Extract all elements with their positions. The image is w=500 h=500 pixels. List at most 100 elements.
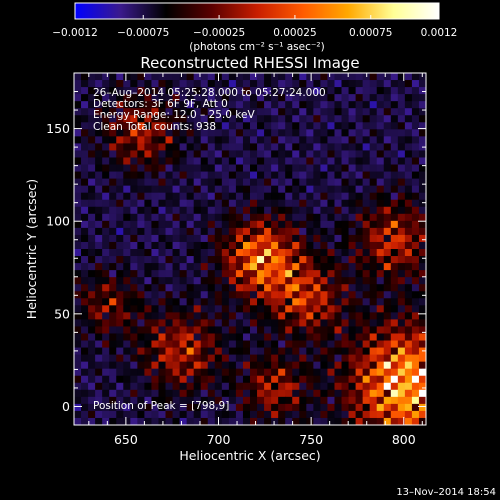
heatmap-cell	[341, 305, 349, 313]
heatmap-cell	[250, 361, 258, 370]
heatmap-cell	[306, 122, 314, 130]
heatmap-cell	[341, 122, 349, 130]
heatmap-cell	[411, 171, 420, 179]
heatmap-cell	[257, 136, 265, 144]
heatmap-cell	[207, 199, 216, 208]
heatmap-cell	[404, 213, 413, 222]
heatmap-cell	[137, 403, 145, 412]
heatmap-cell	[137, 291, 145, 299]
heatmap-cell	[320, 417, 328, 425]
heatmap-cell	[271, 234, 279, 243]
heatmap-cell	[116, 263, 124, 271]
heatmap-cell	[264, 410, 272, 419]
heatmap-cell	[327, 263, 335, 271]
heatmap-cell	[172, 389, 180, 398]
heatmap-cell	[278, 298, 286, 306]
colorbar-tick-label: 0.0012	[421, 27, 458, 39]
heatmap-cell	[278, 249, 286, 257]
heatmap-cell	[250, 326, 258, 334]
heatmap-cell	[285, 298, 293, 306]
heatmap-cell	[151, 333, 159, 341]
heatmap-cell	[88, 136, 96, 144]
heatmap-cell	[320, 347, 328, 355]
heatmap-cell	[369, 319, 378, 327]
heatmap-cell	[95, 178, 103, 187]
heatmap-cell	[186, 80, 195, 88]
heatmap-cell	[221, 80, 230, 88]
heatmap-cell	[390, 256, 399, 264]
heatmap-cell	[207, 87, 216, 95]
heatmap-cell	[355, 249, 364, 257]
heatmap-cell	[214, 319, 223, 327]
heatmap-cell	[376, 115, 385, 123]
heatmap-cell	[221, 108, 230, 116]
heatmap-cell	[158, 87, 166, 95]
heatmap-cell	[172, 143, 180, 151]
heatmap-cell	[376, 192, 385, 201]
heatmap-cell	[341, 277, 349, 285]
heatmap-cell	[383, 340, 392, 348]
heatmap-cell	[186, 263, 195, 271]
heatmap-cell	[278, 220, 286, 229]
heatmap-cell	[383, 171, 392, 179]
heatmap-cell	[362, 326, 371, 334]
heatmap-cell	[299, 382, 307, 391]
heatmap-cell	[95, 375, 103, 384]
heatmap-cell	[355, 157, 364, 165]
heatmap-cell	[390, 333, 399, 341]
heatmap-cell	[109, 256, 117, 264]
heatmap-cell	[200, 291, 209, 299]
heatmap-cell	[88, 94, 96, 102]
heatmap-cell	[207, 94, 216, 102]
heatmap-cell	[257, 115, 265, 123]
heatmap-cell	[235, 122, 244, 130]
heatmap-cell	[81, 164, 89, 172]
heatmap-cell	[179, 94, 188, 102]
heatmap-cell	[411, 382, 420, 391]
heatmap-cell	[165, 340, 173, 348]
heatmap-cell	[158, 256, 166, 264]
heatmap-cell	[137, 150, 145, 158]
heatmap-cell	[242, 403, 251, 412]
heatmap-cell	[235, 326, 244, 334]
heatmap-cell	[81, 270, 89, 278]
heatmap-cell	[257, 206, 265, 215]
heatmap-cell	[334, 305, 342, 313]
heatmap-cell	[327, 326, 335, 334]
heatmap-cell	[390, 171, 399, 179]
heatmap-cell	[102, 291, 110, 299]
heatmap-cell	[235, 185, 244, 194]
heatmap-cell	[186, 171, 195, 179]
heatmap-cell	[341, 396, 349, 405]
heatmap-cell	[313, 101, 321, 109]
heatmap-cell	[165, 129, 173, 137]
heatmap-cell	[116, 319, 124, 327]
heatmap-cell	[151, 319, 159, 327]
heatmap-cell	[158, 270, 166, 278]
heatmap-cell	[285, 389, 293, 398]
heatmap-cell	[193, 326, 202, 334]
heatmap-cell	[235, 340, 244, 348]
heatmap-cell	[95, 263, 103, 271]
heatmap-cell	[404, 249, 413, 257]
heatmap-cell	[200, 277, 209, 285]
heatmap-cell	[404, 382, 413, 391]
heatmap-cell	[383, 73, 392, 81]
heatmap-cell	[271, 326, 279, 334]
heatmap-cell	[369, 263, 378, 271]
heatmap-cell	[404, 375, 413, 384]
y-tick-label: 0	[62, 399, 70, 414]
heatmap-cell	[109, 361, 117, 370]
heatmap-cell	[299, 199, 307, 208]
heatmap-cell	[397, 256, 406, 264]
heatmap-cell	[200, 213, 209, 222]
heatmap-cell	[390, 410, 399, 419]
heatmap-cell	[404, 312, 413, 320]
heatmap-cell	[130, 87, 138, 95]
heatmap-cell	[137, 157, 145, 165]
heatmap-cell	[334, 319, 342, 327]
heatmap-cell	[334, 227, 342, 236]
heatmap-cell	[130, 256, 138, 264]
heatmap-cell	[88, 73, 96, 81]
heatmap-cell	[369, 333, 378, 341]
